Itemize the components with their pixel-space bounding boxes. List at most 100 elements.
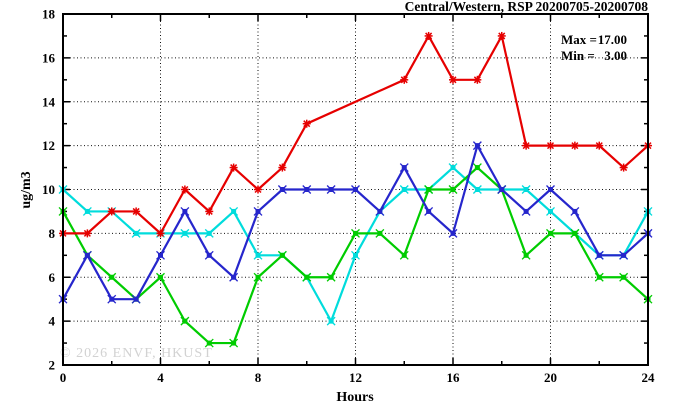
series-red-marker: [425, 32, 433, 40]
series-red-marker: [278, 164, 286, 172]
series-cyan-marker: [326, 316, 336, 326]
series-cyan-marker: [131, 228, 141, 238]
series-red-line: [63, 34, 649, 235]
series-blue-marker: [594, 250, 604, 260]
y-tick-label: 8: [49, 226, 56, 241]
series-blue: [58, 141, 653, 304]
x-axis-label: Hours: [336, 390, 374, 405]
series-red-marker: [595, 142, 603, 150]
series-blue-marker: [399, 163, 409, 173]
series-blue-marker: [521, 206, 531, 216]
series-lines: [58, 31, 653, 348]
plot-border: [62, 13, 649, 366]
series-green-marker: [107, 272, 117, 282]
series-red-marker: [205, 207, 213, 215]
series-red-marker: [230, 164, 238, 172]
series-blue-marker: [326, 185, 336, 194]
series-cyan-marker: [448, 163, 458, 173]
x-tick-labels: 0 4 8 12 16 20 24: [60, 370, 655, 385]
y-tick-label: 6: [49, 270, 56, 285]
series-cyan-marker: [229, 206, 239, 216]
series-red-marker: [181, 185, 189, 194]
series-green-marker: [521, 250, 531, 260]
series-red-marker: [498, 32, 506, 40]
series-blue-marker: [82, 250, 92, 260]
series-green-marker: [302, 272, 312, 282]
series-blue-marker: [570, 206, 580, 216]
series-blue-marker: [277, 185, 287, 194]
chart-title: Central/Western, RSP 20200705-20200708: [405, 0, 649, 14]
series-cyan-marker: [253, 250, 263, 260]
series-red-marker: [620, 164, 628, 172]
series-green-marker: [156, 272, 165, 282]
y-tick-labels: 2 4 6 8 10 12 14 16 18: [42, 7, 56, 373]
series-green-marker: [399, 250, 409, 260]
series-blue-marker: [448, 228, 458, 238]
x-tick-label: 8: [255, 370, 262, 385]
series-green-marker: [448, 185, 458, 194]
series-red-marker: [156, 229, 165, 237]
series-blue-marker: [156, 250, 165, 260]
series-blue-marker: [204, 250, 214, 260]
y-tick-label: 4: [49, 314, 56, 329]
watermark: © 2026 ENVF, HKUST: [60, 346, 213, 361]
min-label: Min =: [561, 48, 595, 63]
y-tick-label: 12: [42, 138, 55, 153]
y-tick-label: 10: [42, 182, 55, 197]
y-tick-label: 18: [42, 7, 56, 22]
min-value: 3.00: [604, 48, 627, 63]
series-blue-marker: [375, 206, 385, 216]
series-cyan-marker: [399, 185, 409, 194]
series-red-marker: [571, 142, 579, 150]
series-red-marker: [473, 76, 481, 84]
series-green-marker: [326, 272, 336, 282]
series-green-marker: [619, 272, 629, 282]
series-green-marker: [351, 228, 360, 238]
series-cyan-marker: [472, 185, 482, 194]
series-green-marker: [180, 316, 190, 326]
series-red-marker: [83, 229, 91, 237]
series-red-marker: [546, 142, 555, 150]
series-blue-marker: [180, 206, 190, 216]
series-green-marker: [229, 338, 239, 348]
series-blue-marker: [546, 185, 555, 194]
series-blue-marker: [131, 294, 141, 304]
y-tick-label: 2: [49, 358, 56, 373]
series-red-marker: [132, 207, 140, 215]
x-tick-label: 20: [544, 370, 557, 385]
series-green-marker: [594, 272, 604, 282]
series-red: [59, 31, 652, 238]
series-green-marker: [472, 163, 482, 173]
series-red-marker: [303, 120, 311, 128]
x-tick-label: 0: [60, 370, 67, 385]
series-red-marker: [254, 185, 262, 194]
series-green-marker: [204, 338, 214, 348]
y-tick-label: 14: [42, 94, 56, 109]
series-blue-marker: [472, 141, 482, 151]
series-blue-marker: [424, 206, 434, 216]
series-blue-marker: [302, 185, 312, 194]
series-green-marker: [253, 272, 263, 282]
series-red-marker: [522, 142, 530, 150]
series-red-marker: [108, 207, 116, 215]
series-green-marker: [546, 228, 555, 238]
series-cyan-marker: [521, 185, 531, 194]
series-blue-marker: [107, 294, 117, 304]
series-red-marker: [400, 76, 408, 84]
series-cyan-marker: [351, 250, 360, 260]
y-tick-label: 16: [42, 50, 56, 65]
series-blue-marker: [497, 185, 507, 194]
max-label: Max =: [561, 32, 597, 47]
y-axis-label: ug/m3: [19, 171, 34, 208]
series-blue-marker: [351, 185, 360, 194]
series-green-marker: [277, 250, 287, 260]
series-green-marker: [570, 228, 580, 238]
series-green-marker: [424, 185, 434, 194]
series-blue-marker: [619, 250, 629, 260]
series-cyan-marker: [82, 206, 92, 216]
series-cyan-marker: [180, 228, 190, 238]
series-blue-marker: [229, 272, 239, 282]
series-blue-marker: [253, 206, 263, 216]
